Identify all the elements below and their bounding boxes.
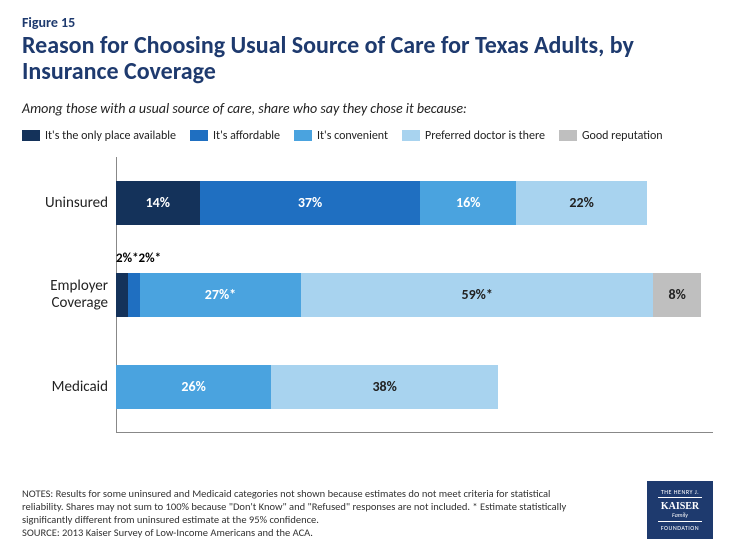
bar-segment: 27%* [140,273,301,317]
bar-segment: 26% [116,365,271,409]
bar-segment: 8% [653,273,701,317]
callout-label: 2%* [116,251,139,266]
bar-zone: 14%37%16%22% [116,157,713,249]
figure-number: Figure 15 [22,14,713,31]
logo-line-3: Family [672,512,688,519]
chart-title: Reason for Choosing Usual Source of Care… [22,33,713,86]
notes-line: reliability. Shares may not sum to 100% … [22,500,602,513]
logo-rule [658,521,702,522]
bar-segment: 22% [516,181,647,225]
legend-swatch [294,130,312,141]
bar-rows: Uninsured14%37%16%22%Employer Coverage2%… [22,157,713,433]
legend-label: It's convenient [317,129,388,143]
stacked-bar: 14%37%16%22% [116,181,713,225]
stacked-bar: 26%38% [116,365,713,409]
bar-segment [116,273,128,317]
legend-label: It's the only place available [45,129,176,143]
legend-label: It's affordable [213,129,280,143]
legend-item: Preferred doctor is there [402,129,545,143]
legend-swatch [559,130,577,141]
bar-segment: 59%* [301,273,653,317]
bar-segment: 38% [271,365,498,409]
logo-line-1: THE HENRY J. [661,489,699,496]
legend-label: Good reputation [582,129,663,143]
callout-label: 2%* [139,251,162,266]
bar-segment: 16% [420,181,516,225]
notes-text: NOTES: Results for some uninsured and Me… [22,487,602,540]
bar-segment [128,273,140,317]
bar-segment: 37% [200,181,421,225]
chart-area: Uninsured14%37%16%22%Employer Coverage2%… [22,157,713,441]
bar-row: Uninsured14%37%16%22% [22,157,713,249]
legend-swatch [22,130,40,141]
legend-item: It's the only place available [22,129,176,143]
legend-item: Good reputation [559,129,663,143]
callout-group: 2%*2%* [116,251,161,266]
logo-rule [658,497,702,498]
legend: It's the only place available It's afford… [22,129,713,143]
bar-row: Medicaid26%38% [22,341,713,433]
bar-row: Employer Coverage2%*2%*27%*59%*8% [22,249,713,341]
notes-line: SOURCE: 2013 Kaiser Survey of Low-Income… [22,526,602,539]
row-label: Medicaid [22,379,116,396]
legend-item: It's affordable [190,129,280,143]
notes-line: NOTES: Results for some uninsured and Me… [22,487,602,500]
bar-zone: 26%38% [116,341,713,433]
legend-label: Preferred doctor is there [425,129,545,143]
legend-item: It's convenient [294,129,388,143]
legend-swatch [190,130,208,141]
row-label: Uninsured [22,195,116,212]
footer: NOTES: Results for some uninsured and Me… [22,487,713,540]
notes-line: significantly different from uninsured e… [22,513,602,526]
bar-segment: 14% [116,181,200,225]
row-label: Employer Coverage [22,278,116,311]
chart-subtitle: Among those with a usual source of care,… [22,100,713,117]
logo-line-4: FOUNDATION [661,525,699,532]
bar-zone: 2%*2%*27%*59%*8% [116,249,713,341]
kff-logo: THE HENRY J. KAISER Family FOUNDATION [647,481,713,539]
legend-swatch [402,130,420,141]
stacked-bar: 27%*59%*8% [116,273,713,317]
